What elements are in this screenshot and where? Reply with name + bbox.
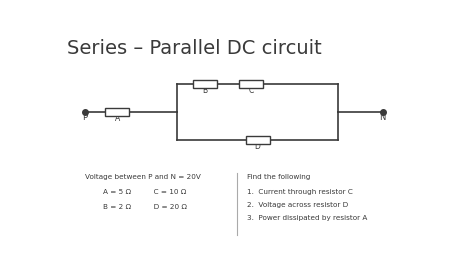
Text: Find the following: Find the following [246, 174, 310, 180]
Text: 1.  Current through resistor C: 1. Current through resistor C [246, 189, 353, 195]
Bar [105, 108, 129, 116]
Bar [239, 80, 263, 88]
Text: N: N [379, 113, 386, 122]
Bar [193, 80, 217, 88]
Text: A: A [115, 114, 120, 123]
Text: 3.  Power dissipated by resistor A: 3. Power dissipated by resistor A [246, 215, 367, 221]
Text: Voltage between P and N = 20V: Voltage between P and N = 20V [85, 174, 201, 180]
Text: A = 5 Ω          C = 10 Ω: A = 5 Ω C = 10 Ω [103, 189, 187, 195]
Text: P: P [82, 113, 88, 122]
Text: 2.  Voltage across resistor D: 2. Voltage across resistor D [246, 202, 348, 208]
Text: Series – Parallel DC circuit: Series – Parallel DC circuit [66, 39, 321, 58]
Text: B: B [203, 86, 208, 95]
Text: D: D [255, 142, 261, 151]
Text: C: C [248, 86, 254, 95]
Bar [246, 136, 270, 144]
Text: B = 2 Ω          D = 20 Ω: B = 2 Ω D = 20 Ω [103, 204, 187, 210]
